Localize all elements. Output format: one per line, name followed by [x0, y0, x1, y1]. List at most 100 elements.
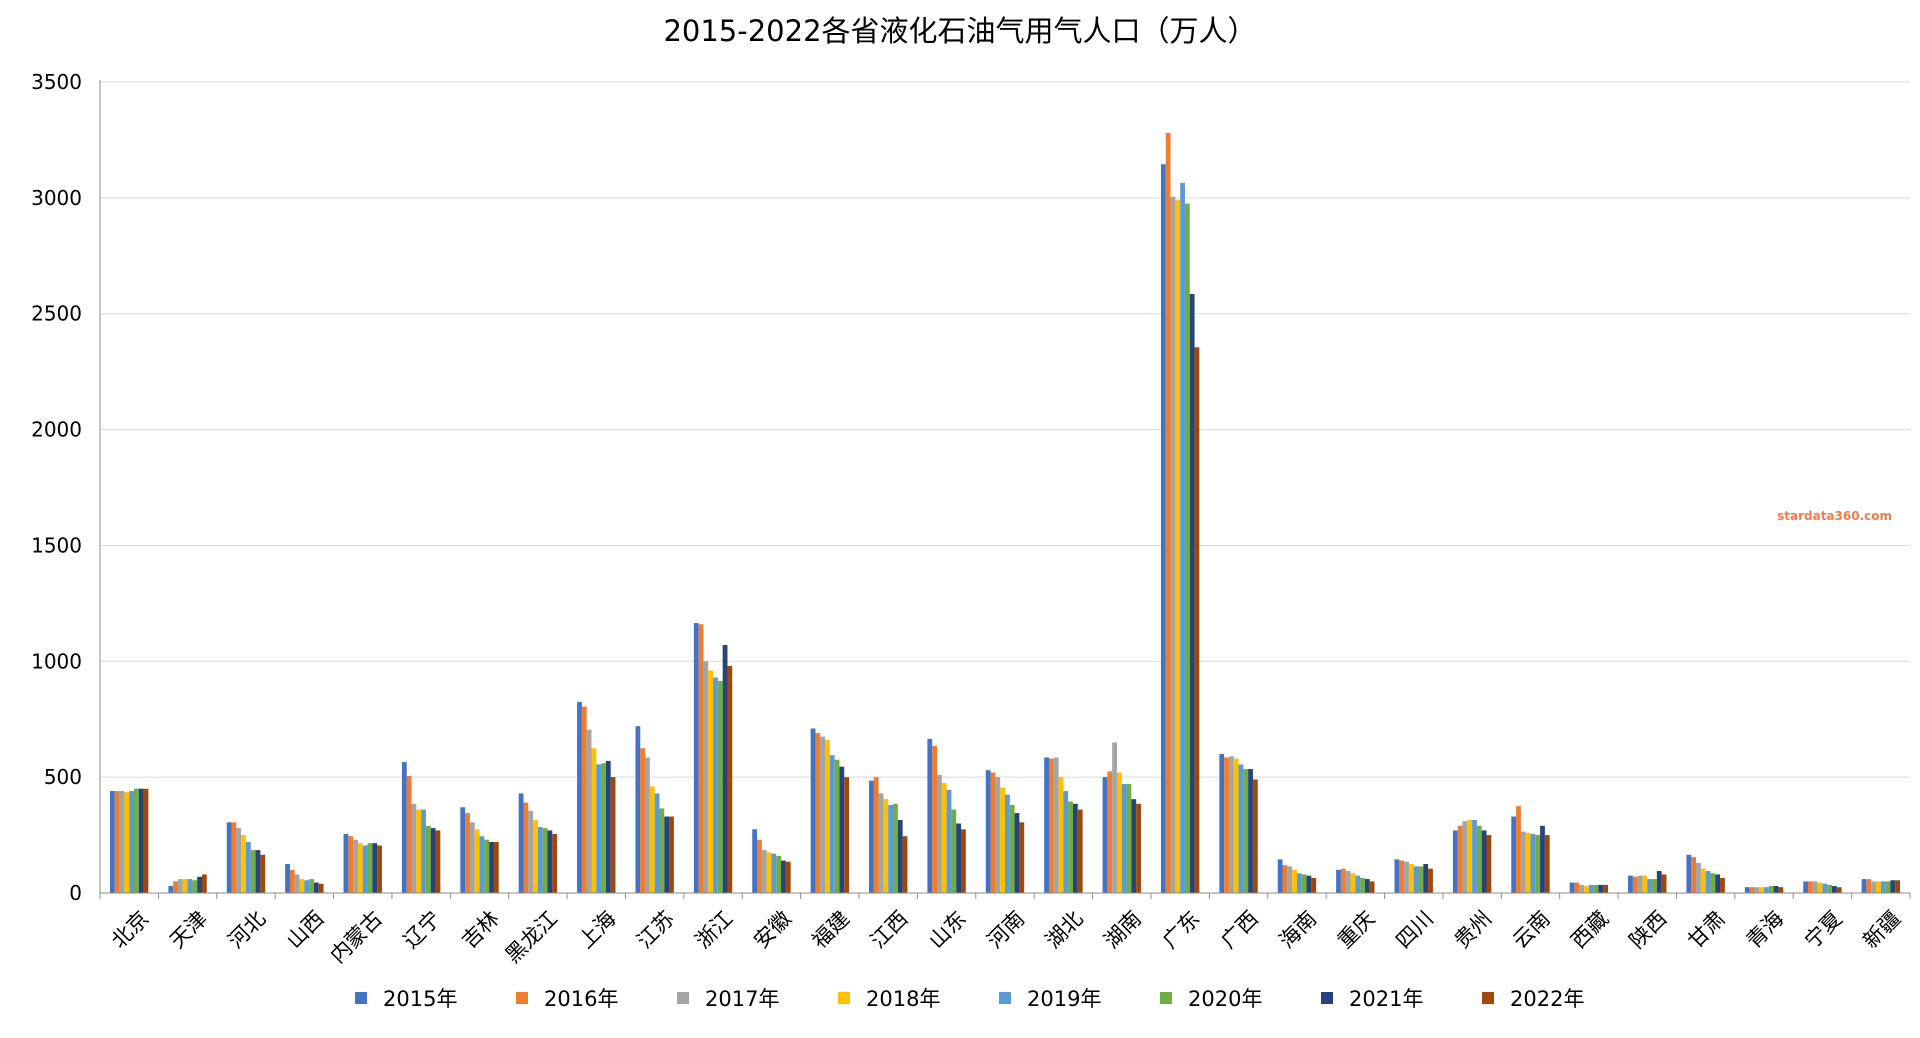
- bar: [1009, 804, 1015, 893]
- bar: [416, 809, 422, 893]
- bar: [1861, 879, 1867, 893]
- bar: [343, 833, 349, 893]
- bar: [902, 836, 908, 893]
- x-tick-label: 西藏: [1566, 906, 1613, 953]
- bar: [785, 861, 791, 893]
- bar: [698, 624, 704, 893]
- bars: [109, 132, 1901, 894]
- bar: [124, 792, 130, 893]
- bar: [1588, 884, 1594, 893]
- x-tick-label: 河北: [224, 906, 271, 953]
- x-tick-label: 天津: [165, 906, 212, 953]
- bar: [192, 880, 198, 893]
- bar: [703, 661, 709, 893]
- bar: [1598, 884, 1604, 893]
- bar: [143, 788, 149, 893]
- bar: [1112, 742, 1117, 893]
- bar: [1637, 875, 1643, 893]
- bar: [727, 665, 733, 893]
- bar: [1511, 816, 1517, 893]
- bar: [406, 775, 412, 893]
- bar: [226, 822, 232, 893]
- bar: [250, 850, 256, 893]
- bar: [1691, 857, 1697, 893]
- y-tick-label: 500: [44, 765, 82, 789]
- x-tick-label: 贵州: [1450, 906, 1497, 953]
- bar: [1077, 809, 1083, 893]
- bar: [1423, 864, 1429, 893]
- bar: [1165, 132, 1171, 894]
- bar: [581, 706, 587, 893]
- bar: [1233, 758, 1239, 893]
- bar: [781, 860, 786, 893]
- bar: [1472, 820, 1477, 893]
- bar: [766, 852, 772, 893]
- bar: [1476, 825, 1482, 893]
- bar: [771, 853, 777, 893]
- bar: [465, 813, 470, 893]
- bar: [757, 839, 762, 893]
- bar: [173, 881, 178, 893]
- bar: [1287, 866, 1293, 893]
- x-tick-label: 江西: [866, 906, 913, 953]
- x-tick-label: 河南: [983, 906, 1030, 953]
- legend-label: 2021年: [1349, 987, 1423, 1011]
- bar: [484, 839, 490, 893]
- bar: [1656, 870, 1662, 893]
- bar: [1418, 866, 1424, 893]
- x-tick-label: 上海: [574, 906, 621, 953]
- bar: [1306, 875, 1312, 893]
- bar: [713, 677, 718, 893]
- bar: [1759, 887, 1765, 893]
- bar: [1107, 771, 1113, 893]
- legend-label: 2018年: [866, 987, 940, 1011]
- x-tick-label: 安徽: [749, 906, 796, 953]
- bar: [177, 879, 183, 893]
- bar: [752, 829, 758, 893]
- bar: [168, 886, 174, 893]
- bar: [844, 777, 850, 893]
- bar: [649, 786, 655, 893]
- x-tick-label: 山东: [924, 906, 971, 953]
- bar: [1749, 887, 1755, 893]
- bar: [1457, 825, 1463, 893]
- bar: [533, 820, 538, 893]
- bar: [586, 729, 592, 893]
- bar: [1593, 884, 1599, 893]
- legend-swatch: [355, 992, 367, 1004]
- bar: [1413, 866, 1419, 893]
- bar: [1184, 203, 1190, 893]
- bar: [1238, 764, 1244, 893]
- bar: [304, 880, 310, 893]
- bar: [493, 842, 499, 893]
- bar: [1243, 769, 1249, 893]
- bar: [1345, 870, 1351, 893]
- bar: [1584, 886, 1589, 893]
- bar: [1836, 887, 1842, 893]
- x-tick-label: 吉林: [457, 906, 504, 953]
- bar: [1000, 787, 1005, 893]
- bar: [1336, 869, 1341, 893]
- bar: [357, 843, 363, 893]
- bar: [1754, 887, 1760, 893]
- bar: [1812, 881, 1818, 893]
- bar: [1364, 879, 1370, 893]
- bar: [1399, 860, 1405, 893]
- legend-swatch: [677, 992, 689, 1004]
- y-tick-label: 3500: [31, 70, 82, 94]
- bar: [995, 777, 1001, 893]
- bar: [1252, 779, 1258, 893]
- bar: [197, 876, 202, 893]
- bar: [1871, 881, 1877, 893]
- bar: [815, 733, 821, 893]
- bar: [241, 835, 246, 893]
- bar: [1803, 881, 1809, 893]
- bar: [236, 828, 242, 893]
- bar: [951, 809, 957, 893]
- bar: [1063, 791, 1069, 893]
- bar: [547, 830, 553, 893]
- bar: [893, 803, 898, 893]
- bar: [1292, 869, 1297, 893]
- bar: [353, 839, 358, 893]
